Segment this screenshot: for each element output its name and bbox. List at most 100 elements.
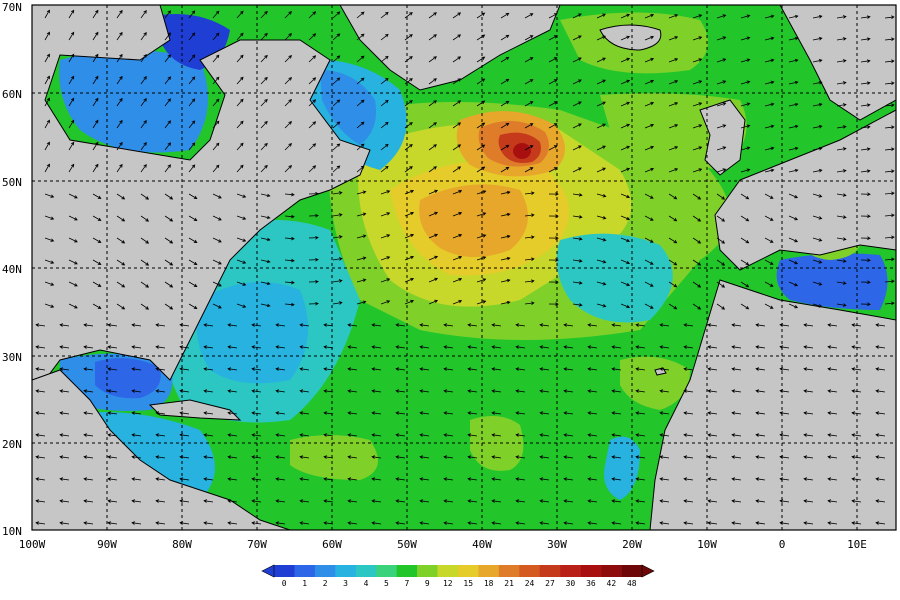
wave-direction-arrow: [212, 164, 220, 173]
wave-direction-arrow: [875, 345, 886, 349]
wave-direction-arrow: [92, 75, 99, 85]
wave-direction-arrow: [260, 237, 271, 242]
wave-direction-arrow: [131, 499, 142, 503]
wave-direction-arrow: [836, 125, 847, 129]
wave-direction-arrow: [140, 142, 147, 151]
color-scale-cell: [355, 565, 377, 577]
lon-label-10w: 10W: [697, 538, 717, 551]
wave-direction-arrow: [755, 345, 766, 349]
wave-direction-arrow: [275, 323, 286, 327]
wave-direction-arrow: [371, 477, 382, 481]
wave-direction-arrow: [212, 54, 220, 63]
wave-direction-arrow: [692, 124, 703, 129]
wave-direction-arrow: [803, 345, 814, 349]
wave-direction-arrow: [539, 477, 550, 481]
wave-direction-arrow: [707, 411, 718, 415]
wave-direction-arrow: [140, 237, 150, 244]
color-scale-cell: [478, 565, 500, 577]
wave-direction-arrow: [284, 76, 293, 85]
wave-direction-arrow: [452, 211, 463, 217]
wave-direction-arrow: [563, 455, 574, 459]
wave-direction-arrow: [812, 281, 823, 286]
wave-direction-arrow: [356, 55, 365, 63]
lon-label-80w: 80W: [172, 538, 192, 551]
color-scale-tick-label: 3: [343, 579, 348, 588]
wave-direction-arrow: [620, 237, 631, 243]
wave-direction-arrow: [812, 259, 823, 264]
wave-direction-arrow: [644, 101, 655, 107]
wave-direction-arrow: [884, 103, 895, 108]
wave-direction-arrow: [548, 258, 559, 262]
wave-direction-arrow: [164, 54, 172, 63]
wave-direction-arrow: [332, 33, 341, 41]
wave-direction-arrow: [452, 233, 463, 239]
wave-direction-arrow: [611, 345, 622, 349]
wave-direction-arrow: [788, 168, 799, 173]
wave-direction-arrow: [395, 411, 406, 415]
wave-direction-arrow: [812, 58, 823, 63]
wave-direction-arrow: [404, 233, 415, 239]
wave-direction-arrow: [59, 433, 70, 437]
wave-direction-arrow: [827, 477, 838, 481]
wave-direction-arrow: [500, 190, 511, 195]
wave-direction-arrow: [347, 521, 358, 525]
wave-direction-arrow: [740, 281, 750, 288]
wave-direction-arrow: [635, 345, 646, 349]
wave-direction-arrow: [635, 477, 646, 481]
wave-direction-arrow: [59, 411, 70, 415]
wave-direction-arrow: [716, 193, 726, 200]
wave-direction-arrow: [644, 79, 655, 85]
wave-direction-arrow: [236, 215, 247, 220]
wave-direction-arrow: [260, 120, 268, 129]
wave-direction-arrow: [452, 12, 462, 19]
wave-direction-arrow: [668, 36, 679, 41]
wave-direction-arrow: [764, 259, 774, 265]
wave-direction-arrow: [836, 169, 847, 173]
wave-direction-arrow: [419, 411, 430, 415]
wave-direction-arrow: [755, 521, 766, 525]
wave-direction-arrow: [347, 433, 358, 437]
wave-direction-arrow: [308, 55, 317, 63]
wave-direction-arrow: [692, 14, 703, 19]
wave-direction-arrow: [491, 389, 502, 393]
wave-direction-arrow: [803, 411, 814, 415]
wave-direction-arrow: [260, 303, 271, 308]
wave-direction-arrow: [356, 121, 365, 129]
wave-direction-arrow: [515, 455, 526, 459]
wave-direction-arrow: [116, 9, 123, 19]
wave-direction-arrow: [380, 256, 391, 261]
wave-direction-arrow: [491, 521, 502, 525]
wave-direction-arrow: [875, 433, 886, 437]
color-scale-tick-label: 24: [525, 579, 535, 588]
wave-direction-arrow: [428, 211, 439, 217]
wave-direction-arrow: [155, 367, 166, 371]
wave-direction-arrow: [323, 499, 334, 503]
wave-direction-arrow: [83, 367, 94, 371]
wave-direction-arrow: [236, 32, 244, 41]
wave-direction-arrow: [740, 303, 750, 310]
wave-direction-arrow: [443, 323, 454, 327]
wave-direction-arrow: [275, 521, 286, 525]
wave-direction-arrow: [452, 255, 463, 261]
iceland-land: [599, 24, 662, 51]
wave-direction-arrow: [356, 77, 365, 85]
wave-direction-arrow: [740, 215, 750, 222]
wave-direction-arrow: [668, 124, 679, 129]
wave-direction-arrow: [788, 193, 799, 199]
wave-direction-arrow: [92, 237, 102, 243]
wave-direction-arrow: [116, 303, 126, 310]
wave-direction-arrow: [788, 259, 799, 265]
wave-direction-arrow: [356, 212, 367, 217]
wave-direction-arrow: [716, 14, 727, 19]
wave-direction-arrow: [428, 144, 437, 151]
wave-direction-arrow: [539, 367, 550, 371]
wave-direction-arrow: [491, 477, 502, 481]
wave-direction-arrow: [596, 237, 607, 242]
wave-direction-arrow: [788, 146, 799, 151]
wave-direction-arrow: [452, 144, 462, 151]
wave-direction-arrow: [395, 499, 406, 503]
wave-direction-arrow: [716, 237, 726, 244]
lat-label-20n: 20N: [2, 438, 22, 451]
wave-direction-arrow: [356, 278, 367, 283]
wave-direction-arrow: [164, 215, 174, 222]
